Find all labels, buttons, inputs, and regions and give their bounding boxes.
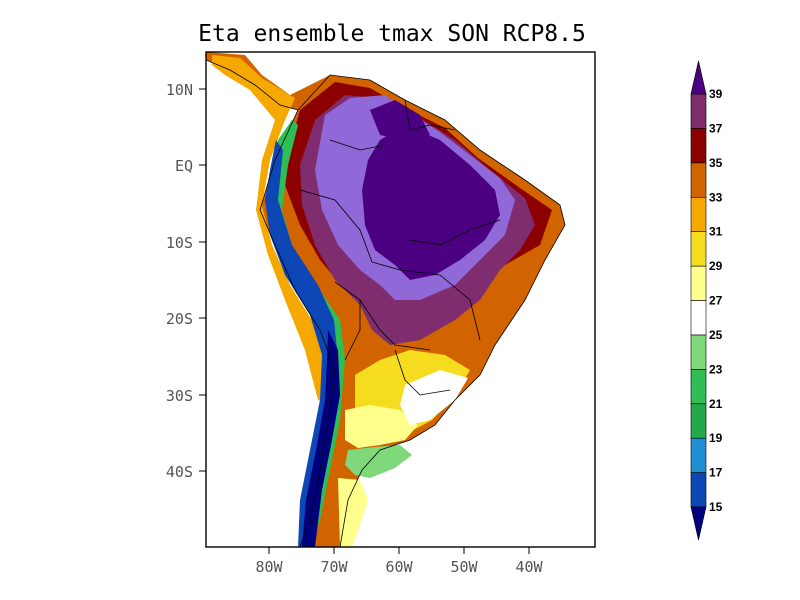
- lon-label-40w: 40W: [515, 558, 543, 576]
- colorbar-label: 17: [709, 466, 723, 480]
- colorbar-bin: [690, 437, 707, 473]
- colorbar-bin: [690, 472, 707, 508]
- colorbar-label: 23: [709, 362, 723, 376]
- andes-coastal-yellow: [212, 55, 332, 405]
- map-frame: [205, 51, 596, 548]
- colorbar-min-triangle: [690, 506, 707, 541]
- colorbar-label: 21: [709, 397, 723, 411]
- colorbar-label: 25: [709, 328, 723, 342]
- andes-cold-navy: [302, 330, 340, 547]
- patagonia-lightyellow: [338, 478, 368, 547]
- colorbar-bin: [690, 334, 707, 370]
- southern-lightyellow: [345, 405, 418, 448]
- colorbar-bin: [690, 369, 707, 405]
- country-borders: [206, 59, 566, 547]
- colorbar-label: 29: [709, 259, 723, 273]
- lon-label-80w: 80W: [255, 558, 283, 576]
- colorbar-bin: [690, 93, 707, 129]
- lat-label-10s: 10S: [166, 234, 193, 252]
- hot-zone-indigo: [362, 125, 500, 280]
- colorbar: 15 17 19 21 23 25 27 29 31 33 35 37 39: [690, 60, 723, 541]
- southern-white: [400, 370, 468, 425]
- colorbar-bin: [690, 265, 707, 301]
- lon-label-70w: 70W: [320, 558, 348, 576]
- colorbar-label: 19: [709, 431, 723, 445]
- lat-label-eq: EQ: [175, 157, 193, 175]
- lon-label-50w: 50W: [450, 558, 478, 576]
- lon-label-60w: 60W: [385, 558, 413, 576]
- colorbar-label: 15: [709, 500, 723, 514]
- lat-label-30s: 30S: [166, 387, 193, 405]
- colorbar-label: 33: [709, 190, 723, 204]
- colorbar-bin: [690, 128, 707, 164]
- lat-axis: 10N EQ 10S 20S 30S 40S: [166, 81, 206, 481]
- colorbar-bin: [690, 231, 707, 267]
- colorbar-bin: [690, 403, 707, 439]
- lat-label-20s: 20S: [166, 310, 193, 328]
- colorbar-bin: [690, 162, 707, 198]
- colorbar-bin: [690, 300, 707, 336]
- lon-axis: 80W 70W 60W 50W 40W: [255, 547, 544, 576]
- colorbar-max-triangle: [690, 60, 707, 95]
- map-title: Eta ensemble tmax SON RCP8.5: [198, 21, 586, 47]
- colorbar-label: 27: [709, 294, 723, 308]
- lat-label-10n: 10N: [166, 81, 193, 99]
- colorbar-label: 35: [709, 156, 723, 170]
- colorbar-label: 39: [709, 87, 723, 101]
- lat-label-40s: 40S: [166, 463, 193, 481]
- colorbar-label: 37: [709, 121, 723, 135]
- hot-zone-indigo-north: [370, 100, 430, 140]
- colorbar-label: 31: [709, 225, 723, 239]
- colorbar-bin: [690, 196, 707, 232]
- map-plot-area: [206, 52, 595, 547]
